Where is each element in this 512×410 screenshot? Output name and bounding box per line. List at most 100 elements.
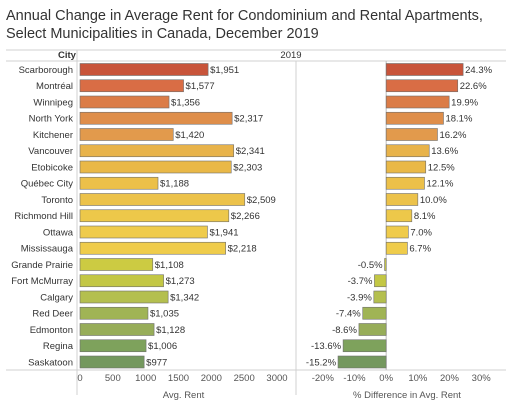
diff-bar xyxy=(385,160,427,174)
rent-bar xyxy=(79,79,184,93)
rent-bar xyxy=(79,128,174,141)
city-label: Québec City xyxy=(21,179,74,190)
diff-bar xyxy=(385,176,425,190)
diff-value-label: -7.4% xyxy=(336,309,361,320)
city-label: Montréal xyxy=(36,81,73,92)
rent-value-label: $1,035 xyxy=(150,309,179,320)
diff-bar xyxy=(384,258,387,271)
rent-value-label: $1,108 xyxy=(155,260,184,271)
rent-value-label: $1,420 xyxy=(175,130,204,141)
rent-bar xyxy=(79,176,159,190)
city-label: Fort McMurray xyxy=(11,276,73,287)
diff-value-label: -0.5% xyxy=(358,260,383,271)
diff-bar xyxy=(362,306,387,320)
diff-value-label: 18.1% xyxy=(445,114,472,125)
city-label: Vancouver xyxy=(28,146,73,157)
diff-bar xyxy=(385,241,408,255)
rent-bar xyxy=(79,111,233,125)
rent-bar xyxy=(79,306,149,320)
city-label: Scarborough xyxy=(19,65,73,76)
city-label: Calgary xyxy=(40,292,73,303)
rent-tick-label: 1500 xyxy=(168,373,189,384)
diff-bar xyxy=(385,79,459,93)
diff-value-label: -13.6% xyxy=(311,341,342,352)
city-label: Mississauga xyxy=(21,244,74,255)
diff-value-label: -3.9% xyxy=(347,292,372,303)
rent-value-label: $1,128 xyxy=(156,325,185,336)
rent-value-label: $977 xyxy=(146,357,167,368)
chart-title-line-1: Annual Change in Average Rent for Condom… xyxy=(6,8,483,24)
diff-tick-label: 0% xyxy=(379,373,393,384)
diff-bar xyxy=(342,339,387,353)
diff-bar xyxy=(373,290,387,304)
diff-bar xyxy=(385,225,409,239)
city-label: Kitchener xyxy=(33,130,73,141)
rent-value-label: $2,317 xyxy=(234,114,263,125)
rent-value-label: $1,951 xyxy=(210,65,239,76)
city-label: North York xyxy=(29,114,74,125)
rent-value-label: $2,303 xyxy=(233,162,262,173)
city-label: Regina xyxy=(43,341,74,352)
diff-bar xyxy=(337,355,387,369)
rent-value-label: $1,356 xyxy=(171,97,200,108)
city-label: Saskatoon xyxy=(28,357,73,368)
city-label: Grande Prairie xyxy=(11,260,73,271)
diff-tick-label: 10% xyxy=(408,373,428,384)
city-label: Red Deer xyxy=(32,309,73,320)
rent-tick-label: 0 xyxy=(77,373,82,384)
diff-value-label: -15.2% xyxy=(306,357,337,368)
rent-bar xyxy=(79,160,232,174)
diff-value-label: -8.6% xyxy=(332,325,357,336)
rent-bar xyxy=(79,193,246,206)
rent-value-label: $1,941 xyxy=(209,227,238,238)
rent-value-label: $1,006 xyxy=(148,341,177,352)
rent-value-label: $2,341 xyxy=(236,146,265,157)
header-year-label: 2019 xyxy=(280,50,301,61)
city-label: Etobicoke xyxy=(31,162,73,173)
diff-value-label: 24.3% xyxy=(465,65,492,76)
diff-bar xyxy=(358,323,387,336)
rent-value-label: $2,266 xyxy=(231,211,260,222)
rent-bar xyxy=(79,95,170,109)
rent-bar xyxy=(79,274,164,288)
diff-value-label: 19.9% xyxy=(451,97,478,108)
rent-bar xyxy=(79,355,145,369)
rent-value-label: $1,273 xyxy=(166,276,195,287)
diff-bar xyxy=(385,128,438,141)
rent-tick-label: 2000 xyxy=(201,373,222,384)
rent-tick-label: 2500 xyxy=(234,373,255,384)
rent-bar xyxy=(79,290,169,304)
rent-tick-label: 3000 xyxy=(266,373,287,384)
rent-bar xyxy=(79,209,230,223)
diff-value-label: 12.5% xyxy=(428,162,455,173)
diff-bar xyxy=(385,111,444,125)
rent-bar xyxy=(79,144,235,158)
diff-tick-label: -10% xyxy=(343,373,366,384)
diff-bar xyxy=(385,193,419,206)
diff-bar xyxy=(374,274,387,288)
city-label: Toronto xyxy=(41,195,73,206)
rent-tick-label: 1000 xyxy=(135,373,156,384)
city-label: Richmond Hill xyxy=(14,211,73,222)
rent-value-label: $1,577 xyxy=(186,81,215,92)
diff-value-label: 10.0% xyxy=(420,195,447,206)
city-label: Edmonton xyxy=(30,325,73,336)
chart-title-line-2: Select Municipalities in Canada, Decembe… xyxy=(6,26,319,42)
diff-bar xyxy=(385,209,413,223)
diff-value-label: 16.2% xyxy=(439,130,466,141)
rent-bar xyxy=(79,258,154,271)
diff-bar xyxy=(385,144,430,158)
rent-tick-label: 500 xyxy=(105,373,121,384)
rent-axis-title: Avg. Rent xyxy=(163,390,205,401)
diff-value-label: 22.6% xyxy=(460,81,487,92)
diff-tick-label: 20% xyxy=(440,373,460,384)
rent-bar xyxy=(79,323,155,336)
rent-bar xyxy=(79,241,226,255)
city-label: Ottawa xyxy=(43,227,74,238)
diff-value-label: 12.1% xyxy=(426,179,453,190)
rent-value-label: $2,509 xyxy=(247,195,276,206)
diff-value-label: 8.1% xyxy=(414,211,436,222)
diff-tick-label: 30% xyxy=(472,373,492,384)
